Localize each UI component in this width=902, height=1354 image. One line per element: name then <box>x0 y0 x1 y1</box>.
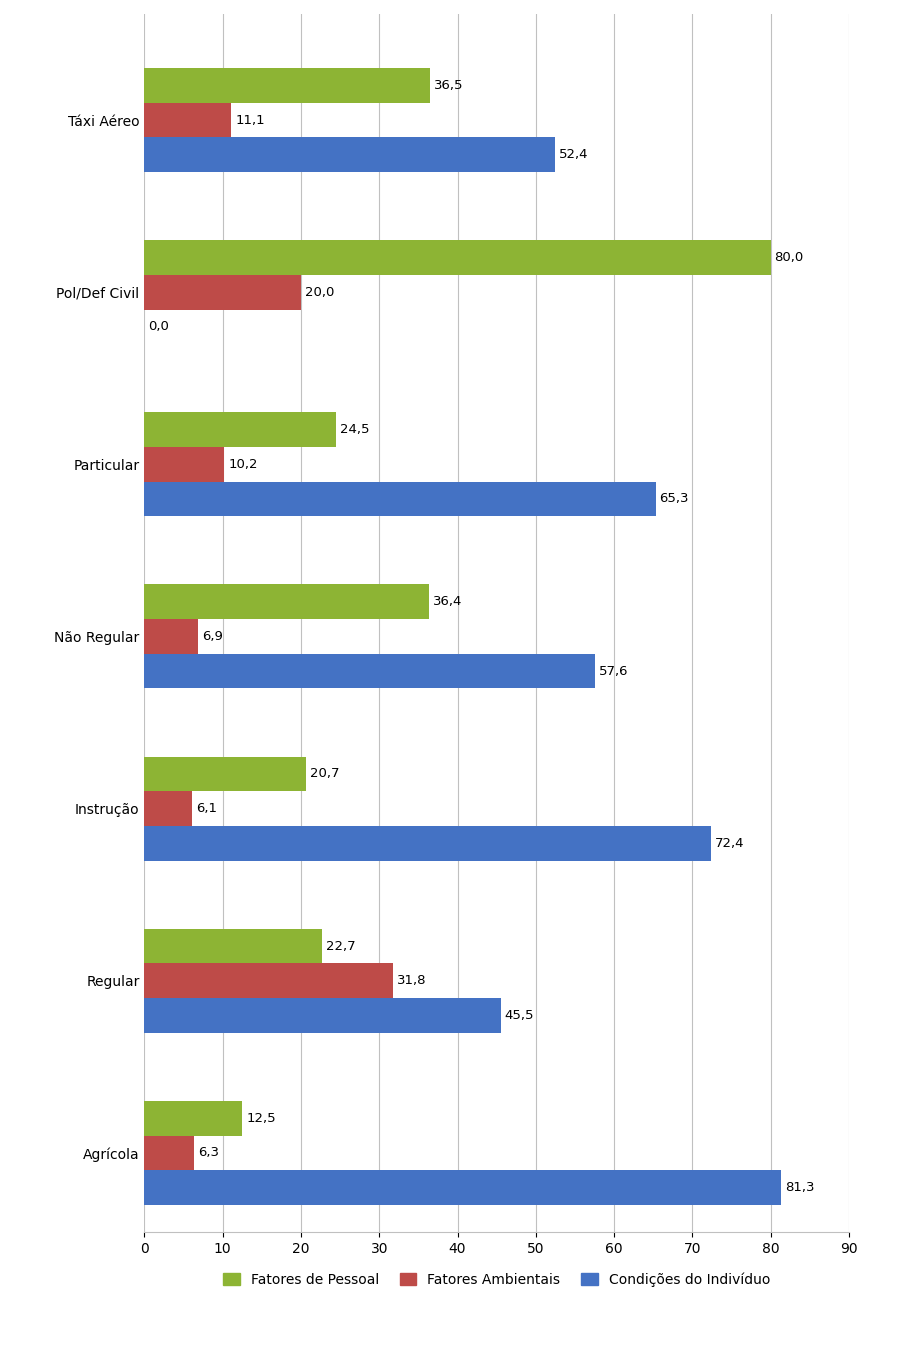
Text: 52,4: 52,4 <box>557 148 587 161</box>
Text: 6,1: 6,1 <box>196 802 216 815</box>
Bar <box>144 137 554 172</box>
Bar <box>144 619 198 654</box>
Text: 36,4: 36,4 <box>433 596 462 608</box>
Text: 36,5: 36,5 <box>434 79 463 92</box>
Text: 12,5: 12,5 <box>246 1112 275 1125</box>
Text: 81,3: 81,3 <box>784 1181 814 1194</box>
Bar <box>144 68 429 103</box>
Text: 6,3: 6,3 <box>198 1147 218 1159</box>
Bar <box>144 1101 242 1136</box>
Bar <box>144 1136 194 1170</box>
Bar <box>144 757 306 791</box>
Bar <box>144 275 300 310</box>
Bar <box>144 585 428 619</box>
Bar <box>144 103 231 137</box>
Bar <box>144 482 655 516</box>
Text: 31,8: 31,8 <box>397 975 427 987</box>
Bar <box>144 654 594 688</box>
Bar <box>144 240 769 275</box>
Text: 10,2: 10,2 <box>228 458 257 471</box>
Text: 11,1: 11,1 <box>235 114 264 126</box>
Bar <box>144 929 322 964</box>
Bar <box>144 998 500 1033</box>
Text: 65,3: 65,3 <box>658 493 688 505</box>
Text: 72,4: 72,4 <box>714 837 743 850</box>
Bar <box>144 826 710 861</box>
Text: 80,0: 80,0 <box>774 250 803 264</box>
Legend: Fatores de Pessoal, Fatores Ambientais, Condições do Indivíduo: Fatores de Pessoal, Fatores Ambientais, … <box>217 1266 775 1292</box>
Text: 45,5: 45,5 <box>504 1009 533 1022</box>
Text: 20,7: 20,7 <box>310 768 339 780</box>
Text: 0,0: 0,0 <box>148 321 169 333</box>
Bar <box>144 413 336 447</box>
Text: 20,0: 20,0 <box>305 286 334 299</box>
Text: 57,6: 57,6 <box>599 665 628 677</box>
Text: 6,9: 6,9 <box>202 630 223 643</box>
Text: 22,7: 22,7 <box>326 940 355 953</box>
Bar <box>144 964 393 998</box>
Bar <box>144 447 224 482</box>
Text: 24,5: 24,5 <box>340 424 369 436</box>
Bar <box>144 1170 780 1205</box>
Bar <box>144 791 192 826</box>
